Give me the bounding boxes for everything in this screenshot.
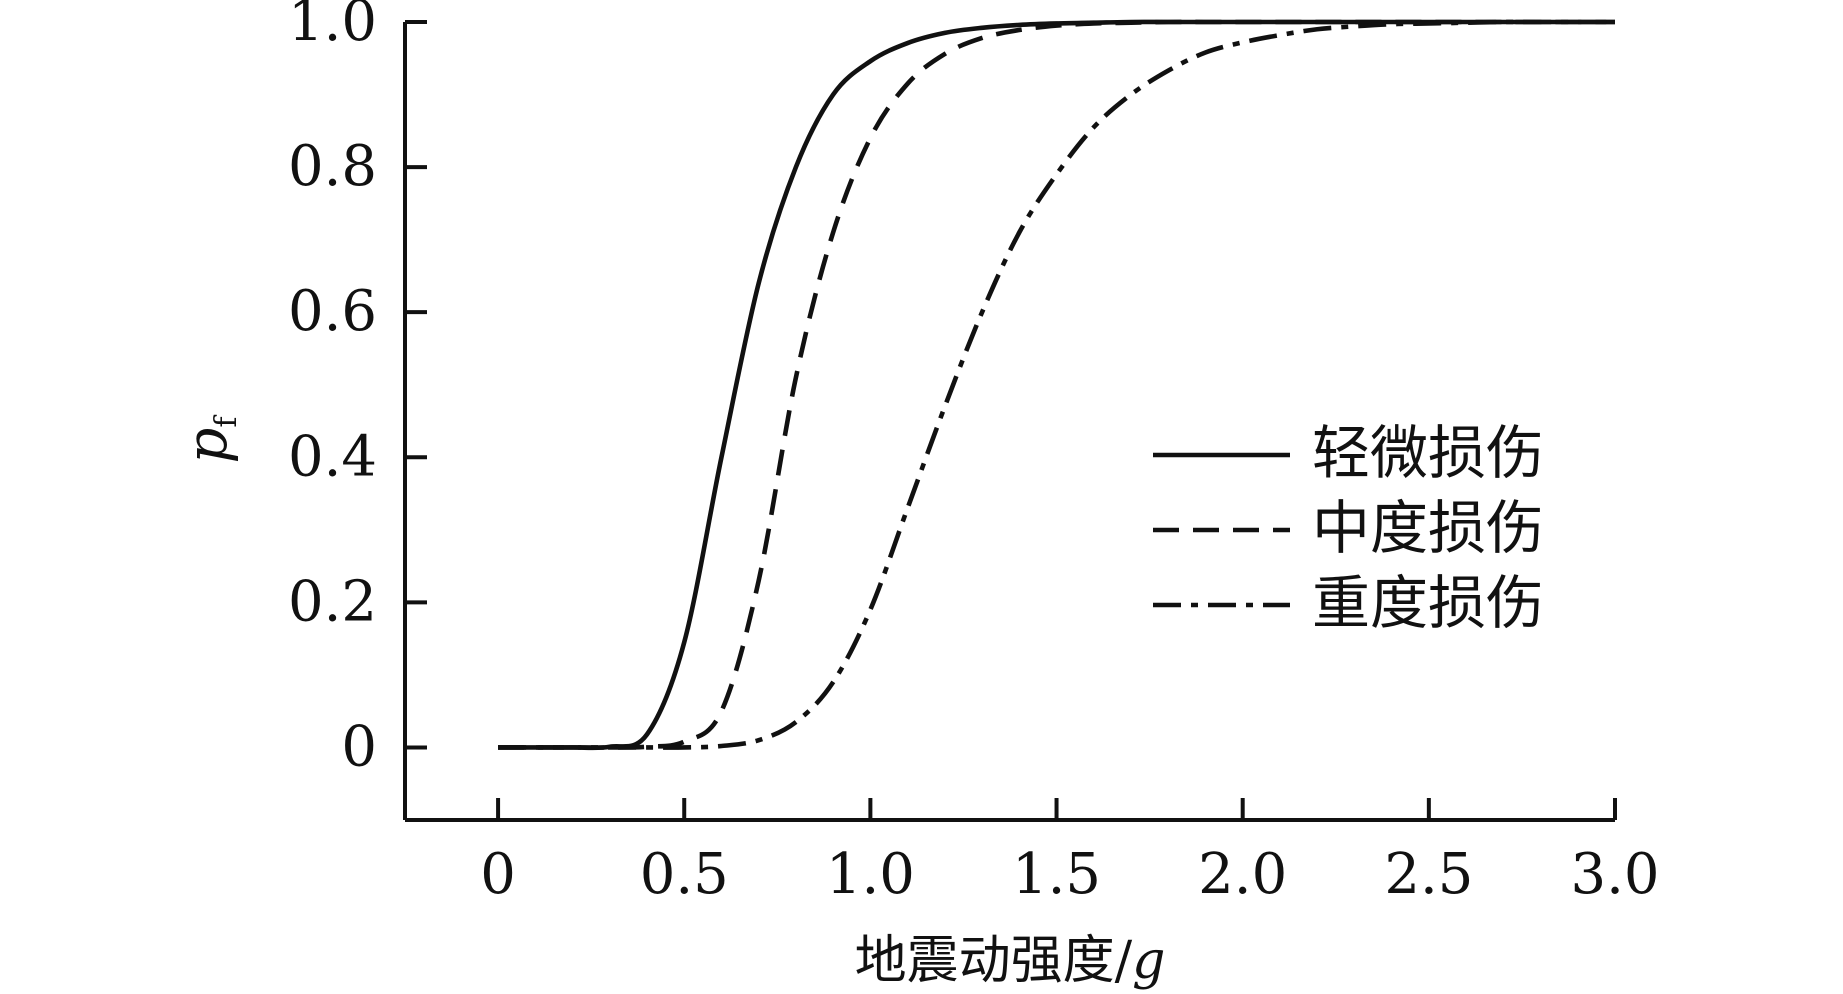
x-tick-label: 0	[480, 842, 516, 907]
legend-label-1: 轻微损伤	[1312, 419, 1544, 487]
y-tick-label: 0.8	[288, 134, 377, 199]
x-axis-title-unit: g	[1132, 931, 1165, 990]
x-tick-label: 0.5	[640, 842, 729, 907]
series-line-1	[498, 19, 1615, 751]
y-tick-label: 0.4	[288, 424, 377, 489]
y-axis-title-main: p	[175, 428, 240, 464]
legend-label-3: 重度损伤	[1312, 569, 1544, 637]
axes-layer: 0 0.2 0.4 0.6 0.8 1.0 0 0.5 1.0 1.5 2.0 2.5 3.0	[288, 0, 1660, 907]
x-axis-title-main: 地震动强度/	[855, 931, 1133, 990]
y-axis-title-sub: f	[209, 415, 244, 428]
series-layer	[498, 19, 1615, 751]
legend-label-2: 中度损伤	[1312, 494, 1544, 562]
y-tick-label: 1.0	[288, 0, 377, 54]
x-tick-label: 3.0	[1570, 842, 1659, 907]
x-tick-label: 1.0	[826, 842, 915, 907]
y-tick-label: 0.6	[288, 279, 377, 344]
x-tick-label: 1.5	[1012, 842, 1101, 907]
y-axis-title: pf	[175, 415, 244, 464]
series-line-2	[498, 19, 1615, 750]
x-axis-title: 地震动强度/g	[855, 931, 1166, 990]
x-tick-label: 2.0	[1198, 842, 1287, 907]
series-line-3	[498, 19, 1615, 750]
y-tick-label: 0	[341, 714, 377, 779]
x-tick-label: 2.5	[1384, 842, 1473, 907]
y-tick-label: 0.2	[288, 569, 377, 634]
